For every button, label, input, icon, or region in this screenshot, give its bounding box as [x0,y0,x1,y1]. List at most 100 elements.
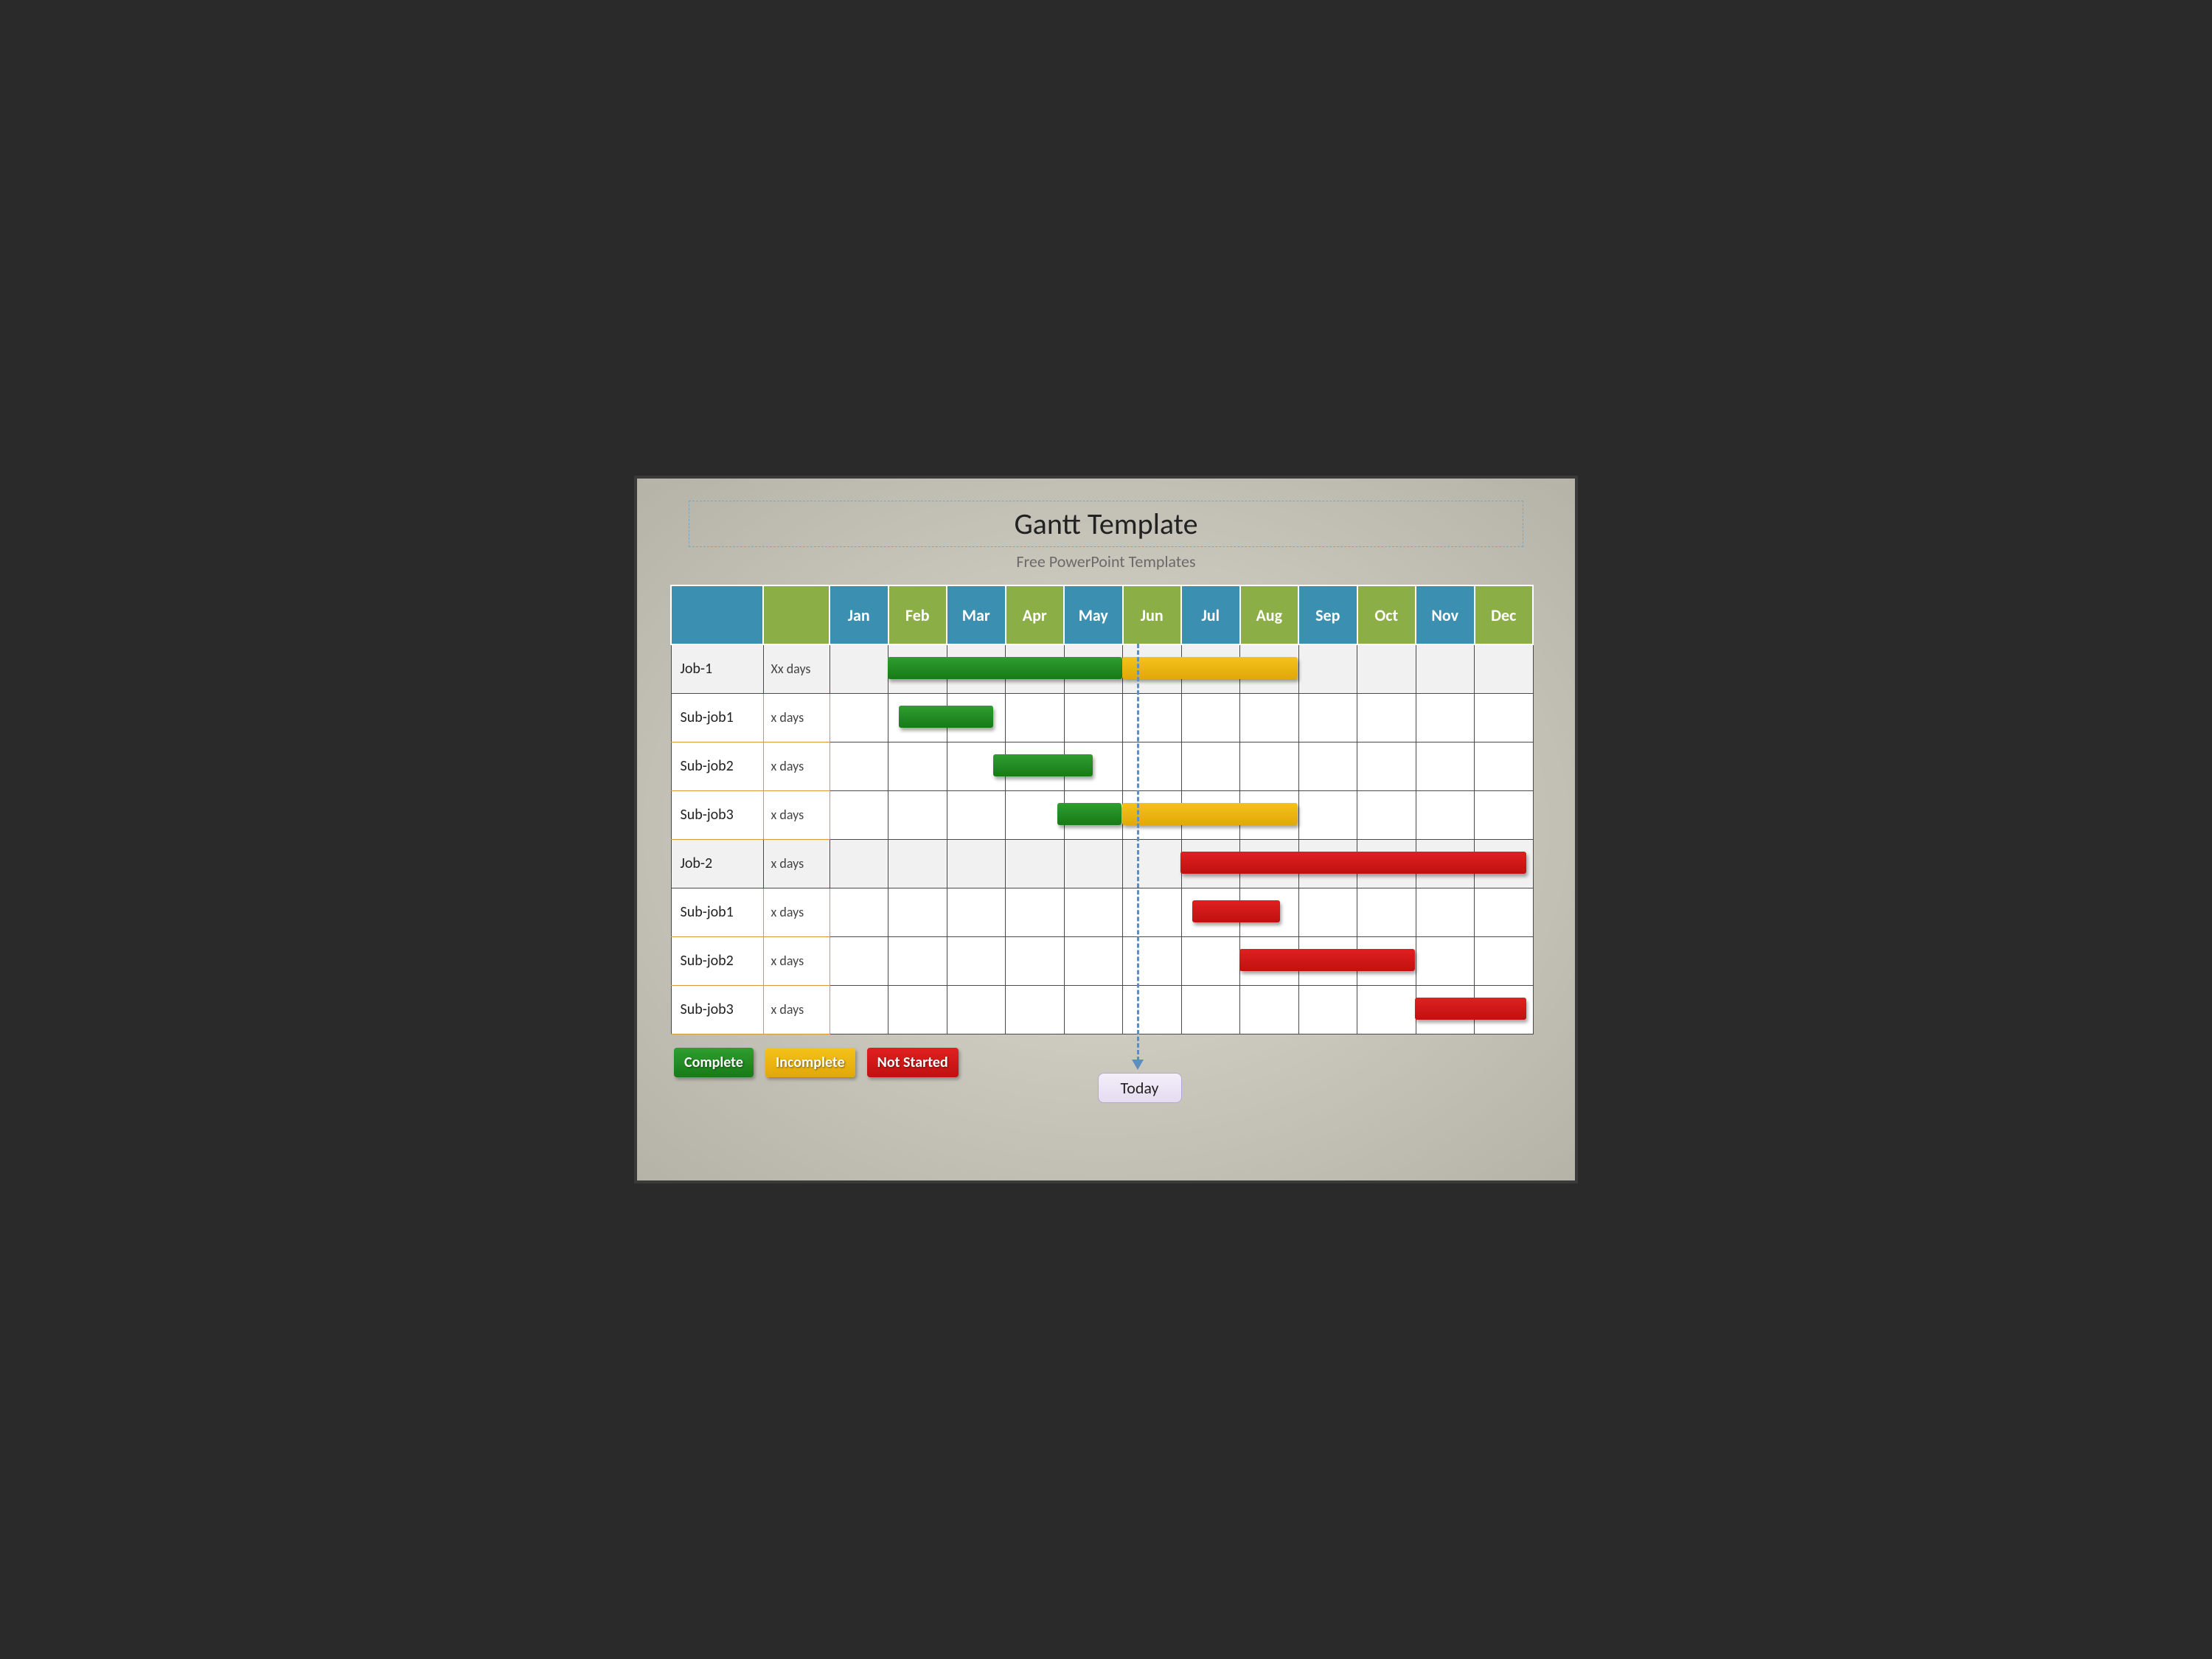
grid-cell [830,790,888,839]
grid-cell [1475,693,1534,742]
grid-cell [1357,888,1416,936]
grid-cell [1181,888,1240,936]
task-label: Sub-job2 [671,742,763,790]
grid-cell [1006,742,1065,790]
grid-cell [1298,985,1357,1034]
grid-cell [830,742,888,790]
header-row: Jan Feb Mar Apr May Jun Jul Aug Sep Oct … [671,585,1533,644]
grid-cell [888,936,947,985]
grid-cell [1416,985,1475,1034]
header-task-blank [671,585,763,644]
month-dec: Dec [1475,585,1534,644]
grid-cell [1357,936,1416,985]
slide: Gantt Template Free PowerPoint Templates… [634,476,1578,1183]
grid-cell [1123,839,1182,888]
grid-cell [947,742,1006,790]
month-jul: Jul [1181,585,1240,644]
legend-incomplete: Incomplete [765,1048,855,1077]
month-feb: Feb [888,585,947,644]
grid-cell [1475,936,1534,985]
grid-cell [947,888,1006,936]
grid-cell [1240,985,1299,1034]
legend-complete: Complete [674,1048,754,1077]
gantt-chart: Jan Feb Mar Apr May Jun Jul Aug Sep Oct … [670,585,1533,1034]
grid-cell [1064,693,1123,742]
grid-cell [947,693,1006,742]
grid-cell [1416,888,1475,936]
grid-cell [888,985,947,1034]
task-label: Sub-job3 [671,790,763,839]
grid-cell [1416,839,1475,888]
grid-cell [830,839,888,888]
month-nov: Nov [1416,585,1475,644]
table-row: Job-2x days [671,839,1533,888]
duration-label: x days [763,936,830,985]
grid-cell [830,985,888,1034]
gantt-table: Jan Feb Mar Apr May Jun Jul Aug Sep Oct … [670,585,1534,1034]
month-oct: Oct [1357,585,1416,644]
grid-cell [1064,888,1123,936]
grid-cell [1475,790,1534,839]
grid-cell [1357,693,1416,742]
grid-cell [888,888,947,936]
grid-cell [1006,985,1065,1034]
grid-cell [1123,888,1182,936]
grid-cell [1298,693,1357,742]
table-row: Sub-job3x days [671,790,1533,839]
grid-cell [888,693,947,742]
grid-cell [830,936,888,985]
grid-cell [947,839,1006,888]
grid-cell [1357,742,1416,790]
month-jun: Jun [1123,585,1182,644]
grid-cell [1357,839,1416,888]
grid-cell [1298,644,1357,693]
grid-cell [1123,644,1182,693]
grid-cell [1298,936,1357,985]
task-label: Sub-job2 [671,936,763,985]
table-row: Sub-job2x days [671,742,1533,790]
duration-label: Xx days [763,644,830,693]
grid-cell [1064,644,1123,693]
grid-cell [1181,693,1240,742]
task-label: Sub-job1 [671,693,763,742]
grid-cell [1006,888,1065,936]
today-arrow-icon [1132,1060,1144,1070]
grid-cell [1240,839,1299,888]
grid-cell [1357,985,1416,1034]
grid-cell [1240,936,1299,985]
table-row: Sub-job1x days [671,888,1533,936]
title-box: Gantt Template [689,501,1523,547]
grid-cell [1357,644,1416,693]
header-dur-blank [763,585,830,644]
duration-label: x days [763,985,830,1034]
grid-cell [1181,839,1240,888]
grid-cell [1006,936,1065,985]
grid-cell [1181,644,1240,693]
grid-cell [1416,742,1475,790]
grid-cell [1475,839,1534,888]
grid-cell [1064,742,1123,790]
month-jan: Jan [830,585,888,644]
grid-cell [1298,742,1357,790]
duration-label: x days [763,790,830,839]
grid-cell [830,644,888,693]
grid-cell [947,790,1006,839]
grid-cell [1240,693,1299,742]
task-label: Job-2 [671,839,763,888]
grid-cell [1240,644,1299,693]
grid-cell [830,693,888,742]
grid-cell [947,936,1006,985]
grid-cell [1006,693,1065,742]
month-may: May [1064,585,1123,644]
grid-cell [1064,985,1123,1034]
page-title: Gantt Template [704,506,1508,542]
table-row: Sub-job2x days [671,936,1533,985]
grid-cell [1006,839,1065,888]
grid-cell [1123,790,1182,839]
duration-label: x days [763,888,830,936]
grid-cell [1475,985,1534,1034]
grid-cell [830,888,888,936]
table-row: Sub-job1x days [671,693,1533,742]
legend-notstarted: Not Started [867,1048,959,1077]
grid-cell [1298,888,1357,936]
